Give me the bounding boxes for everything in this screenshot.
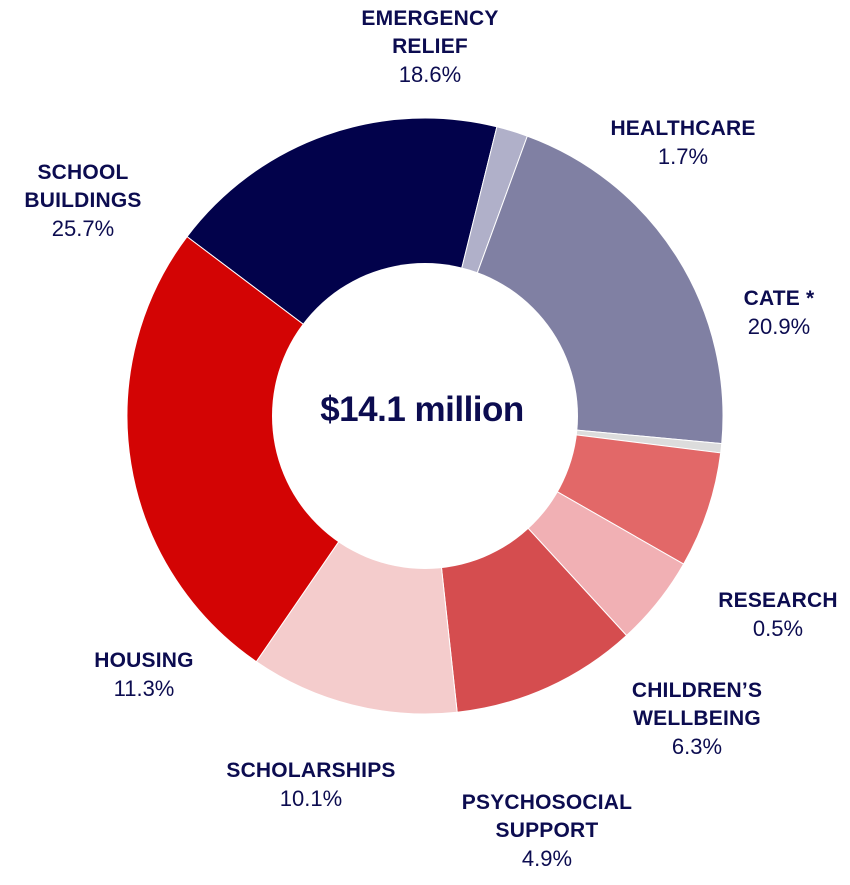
slice-value-5: 4.9%: [521, 846, 573, 871]
slice-name-line: RESEARCH: [718, 589, 838, 612]
slice-name-line: EMERGENCY: [361, 7, 499, 30]
slice-label-4: CHILDREN’S WELLBEING 6.3%: [587, 680, 807, 758]
slice-name-1: HEALTHCARE: [573, 118, 793, 139]
slice-name-6: SCHOLARSHIPS: [201, 760, 421, 781]
slice-label-3: RESEARCH 0.5%: [668, 590, 850, 640]
slice-name-3: RESEARCH: [668, 590, 850, 611]
slice-value-0: 18.6%: [398, 62, 462, 87]
slice-name-line: PSYCHOSOCIAL: [461, 791, 633, 814]
slice-name-line: SUPPORT: [495, 819, 599, 842]
slice-value-2: 20.9%: [747, 314, 811, 339]
slice-label-8: SCHOOL BUILDINGS 25.7%: [0, 162, 193, 240]
slice-name-line: SCHOLARSHIPS: [226, 759, 396, 782]
slice-value-1: 1.7%: [657, 144, 709, 169]
slice-name-line: HEALTHCARE: [610, 117, 756, 140]
slice-label-7: HOUSING 11.3%: [34, 650, 254, 700]
slice-label-6: SCHOLARSHIPS 10.1%: [201, 760, 421, 810]
donut-hole: [272, 263, 578, 569]
slice-value-3: 0.5%: [752, 616, 804, 641]
slice-name-7: HOUSING: [34, 650, 254, 671]
slice-name-4: CHILDREN’S WELLBEING: [587, 680, 807, 729]
slice-name-2: CATE *: [669, 288, 850, 309]
slice-name-line: CATE *: [743, 287, 815, 310]
slice-value-4: 6.3%: [671, 734, 723, 759]
slice-name-line: SCHOOL: [37, 161, 129, 184]
slice-name-8: SCHOOL BUILDINGS: [0, 162, 193, 211]
slice-name-line: BUILDINGS: [24, 189, 142, 212]
slice-label-2: CATE * 20.9%: [669, 288, 850, 338]
slice-name-line: WELLBEING: [633, 707, 761, 730]
slice-value-6: 10.1%: [279, 786, 343, 811]
slice-label-0: EMERGENCY RELIEF 18.6%: [320, 8, 540, 86]
slice-name-line: RELIEF: [392, 35, 468, 58]
slice-value-7: 11.3%: [113, 676, 175, 701]
slice-name-line: HOUSING: [94, 649, 194, 672]
center-total-label: $14.1 million: [320, 390, 524, 429]
slice-value-8: 25.7%: [51, 216, 115, 241]
slice-name-5: PSYCHOSOCIAL SUPPORT: [437, 792, 657, 841]
slice-name-0: EMERGENCY RELIEF: [320, 8, 540, 57]
slice-label-5: PSYCHOSOCIAL SUPPORT 4.9%: [437, 792, 657, 870]
slice-label-1: HEALTHCARE 1.7%: [573, 118, 793, 168]
slice-name-line: CHILDREN’S: [631, 679, 763, 702]
